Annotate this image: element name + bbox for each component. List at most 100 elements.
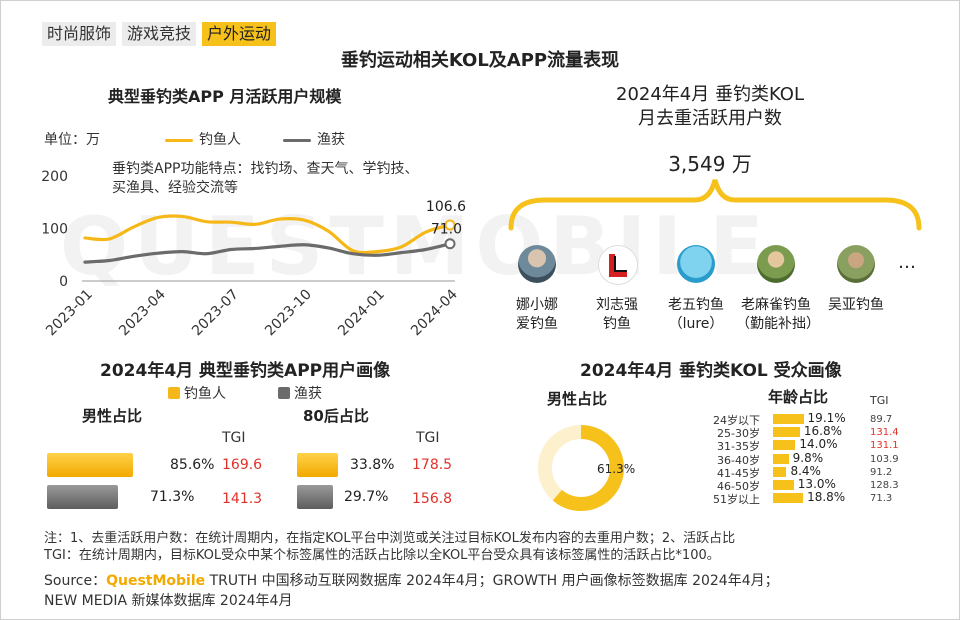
annotation-line-2: 买渔具、经验交流等 (112, 180, 238, 196)
more-kols: … (898, 252, 916, 273)
post80-tgi-header: TGI (416, 430, 440, 446)
category-tabs: 时尚服饰 游戏竞技 户外运动 (42, 22, 277, 46)
annotation-line-1: 垂钓类APP功能特点：找钓场、查天气、学钓技、 (112, 161, 419, 177)
kol-name-5-line-1: 吴亚钓鱼 (828, 297, 884, 313)
x-tick-label: 2024-01 (335, 287, 388, 340)
kol-name-4-line-2: （勤能补拙） (736, 316, 820, 332)
profile-legend-fisher: 钓鱼人 (168, 383, 226, 403)
source-prefix: Source： (44, 573, 107, 589)
note-line-2: TGI：在统计周期内，目标KOL受众中某个标签属性的活跃占比除以全KOL平台受众… (44, 548, 720, 563)
source-line-2: NEW MEDIA 新媒体数据库 2024年4月 (44, 593, 293, 609)
app-profile-title: 2024年4月 典型垂钓类APP用户画像 (100, 361, 391, 381)
donut-male-arc (538, 425, 624, 511)
male-bar-yuhuo (47, 485, 119, 509)
legend-item-fisher: 钓鱼人 (165, 129, 241, 149)
tab-outdoor[interactable]: 户外运动 (202, 22, 277, 46)
male-value-yuhuo: 71.3% (150, 489, 195, 505)
kol-name-5: 吴亚钓鱼 (816, 296, 896, 315)
unit-label: 单位：万 (44, 132, 100, 148)
age-value: 8.4% (790, 463, 821, 478)
age-bar (773, 414, 804, 424)
kol-name-3-line-1: 老五钓鱼 (668, 297, 724, 313)
male-value-fisher: 85.6% (170, 457, 215, 473)
profile-legend-swatch-fisher (168, 387, 180, 399)
age-bar (773, 466, 787, 477)
kol-avatar-3[interactable] (677, 245, 715, 283)
post80-tgi-fisher: 178.5 (412, 457, 453, 473)
age-bar (773, 480, 794, 490)
age-bar (773, 493, 804, 504)
post80-ratio-label: 80后占比 (303, 407, 369, 425)
age-group-label: 41-45岁 (717, 466, 760, 480)
tab-fashion[interactable]: 时尚服饰 (42, 22, 117, 46)
page-title: 垂钓运动相关KOL及APP流量表现 (340, 50, 620, 71)
end-label-fisher: 106.6 (426, 199, 466, 215)
profile-legend-label-yuhuo: 渔获 (294, 386, 322, 402)
y-tick-label: 200 (41, 169, 68, 185)
kol-avatar-5[interactable] (837, 245, 875, 283)
age-tgi: 103.9 (870, 453, 899, 465)
legend-swatch-yuhuo (283, 138, 311, 142)
line-chart: 200 100 0 106.6 71.0 2023-01 2023-04 2023-07 202… (41, 169, 466, 340)
y-tick-label: 100 (41, 222, 68, 238)
age-value: 18.8% (807, 490, 846, 505)
audience-title: 2024年4月 垂钓类KOL 受众画像 (580, 361, 842, 381)
age-value: 19.1% (807, 411, 846, 425)
age-bar (773, 440, 796, 451)
age-tgi: 131.4 (870, 427, 899, 439)
profile-legend-label-fisher: 钓鱼人 (184, 386, 226, 402)
age-value: 16.8% (803, 424, 842, 439)
y-tick-label: 0 (59, 274, 68, 290)
x-tick-label: 2024-04 (408, 286, 461, 339)
male-tgi-header: TGI (222, 430, 246, 446)
source-line: Source：QuestMobile TRUTH 中国移动互联网数据库 2024… (44, 573, 779, 590)
kol-name-1-line-2: 爱钓鱼 (516, 316, 558, 332)
kol-avatar-2[interactable] (598, 245, 638, 285)
kol-name-3-line-2: （lure） (668, 316, 724, 332)
age-tgi: 131.1 (870, 440, 899, 452)
kol-name-2: 刘志强 钓鱼 (577, 296, 657, 334)
age-value: 13.0% (797, 477, 836, 491)
age-group-label: 51岁以上 (713, 493, 760, 507)
kol-title-line-2: 月去重活跃用户数 (638, 108, 782, 129)
kol-title-line-1: 2024年4月 垂钓类KOL (616, 84, 804, 105)
end-label-yuhuo: 71.0 (431, 222, 462, 238)
kol-avatar-1[interactable] (518, 245, 556, 283)
male-tgi-fisher: 169.6 (222, 457, 263, 473)
audience-tgi-header: TGI (870, 394, 889, 407)
age-value: 14.0% (799, 437, 838, 452)
male-bar-fisher (47, 453, 133, 477)
source-brand: QuestMobile (106, 573, 206, 589)
post80-bar-yuhuo (297, 485, 333, 509)
kol-name-2-line-1: 刘志强 (596, 297, 638, 313)
age-tgi: 89.7 (870, 414, 893, 425)
kol-name-1-line-1: 娜小娜 (516, 297, 558, 313)
tab-gaming[interactable]: 游戏竞技 (122, 22, 197, 46)
post80-bar-fisher (297, 453, 338, 477)
audience-age-label: 年龄占比 (768, 388, 829, 406)
x-tick-label: 2023-04 (116, 286, 169, 339)
series-line-yuhuo (83, 242, 452, 264)
curly-brace (508, 179, 922, 231)
kol-name-4-line-1: 老麻雀钓鱼 (741, 297, 811, 313)
kol-name-1: 娜小娜 爱钓鱼 (497, 296, 577, 334)
post80-value-yuhuo: 29.7% (344, 489, 389, 505)
x-tick-label: 2023-01 (43, 287, 96, 340)
note-line-1: 注：1、去重活跃用户数：在统计周期内，在指定KOL平台中浏览或关注过目标KOL发… (44, 531, 736, 546)
profile-legend-yuhuo: 渔获 (278, 383, 322, 403)
age-value: 9.8% (792, 450, 824, 465)
age-group-label: 31-35岁 (717, 440, 760, 454)
age-tgi: 71.3 (870, 493, 893, 505)
x-tick-label: 2023-10 (262, 287, 315, 340)
kol-name-3: 老五钓鱼 （lure） (656, 296, 736, 334)
legend-label-fisher: 钓鱼人 (199, 132, 241, 148)
series-end-point-yuhuo (444, 238, 456, 250)
kol-avatar-4[interactable] (757, 245, 795, 283)
kol-total: 3,549 万 (668, 152, 752, 176)
post80-tgi-yuhuo: 156.8 (412, 491, 453, 507)
legend-item-yuhuo: 渔获 (283, 129, 345, 149)
kol-name-4: 老麻雀钓鱼 （勤能补拙） (736, 296, 820, 334)
age-bar (773, 427, 800, 438)
age-tgi: 91.2 (870, 466, 893, 478)
age-group-label: 25-30岁 (717, 427, 760, 441)
